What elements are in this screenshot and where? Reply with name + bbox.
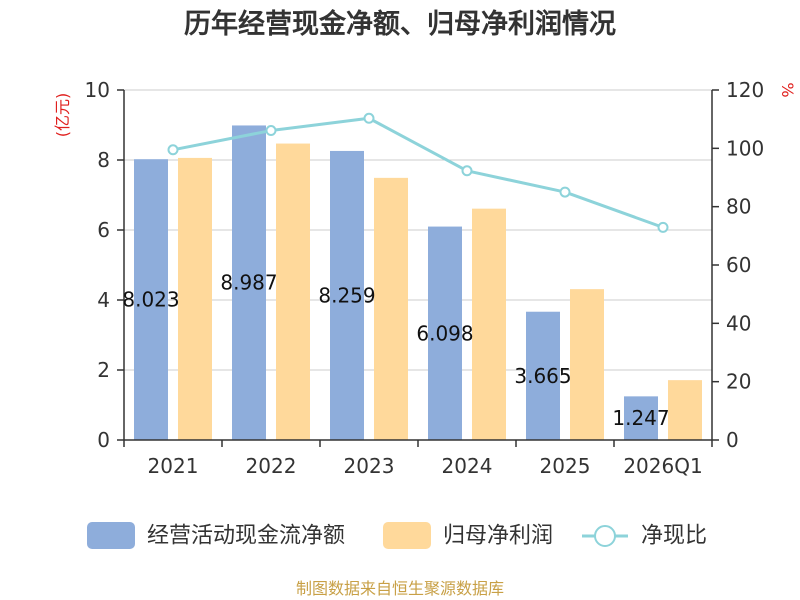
legend-swatch-cash-flow <box>87 522 135 549</box>
right-tick-label: 100 <box>726 136 764 160</box>
gridlines <box>124 89 712 371</box>
right-tick-label: 40 <box>726 311 751 335</box>
data-label-cash-flow: 8.987 <box>220 271 277 295</box>
left-tick-label: 10 <box>85 78 110 102</box>
bar-cash-flow-2024 <box>428 226 462 440</box>
legend-swatch-marker <box>594 525 616 547</box>
category-label: 2024 <box>442 454 493 478</box>
axes <box>117 89 719 447</box>
line-point-cash-ratio-2021 <box>167 144 179 156</box>
right-tick-label: 120 <box>726 78 764 102</box>
bar-net-profit-2026Q1 <box>668 380 702 440</box>
line-cash-ratio <box>172 116 664 229</box>
line-series <box>167 112 669 233</box>
bar-net-profit-2022 <box>276 143 310 441</box>
data-label-cash-flow: 8.023 <box>122 288 179 312</box>
right-tick-label: 80 <box>726 195 751 219</box>
category-label: 2023 <box>344 454 395 478</box>
left-axis-label: (亿元) <box>53 93 72 138</box>
bar-cash-flow-2026Q1 <box>624 396 658 440</box>
legend-label-net-profit: 归母净利润 <box>443 524 553 549</box>
legend-item-cash-ratio[interactable]: 净现比 <box>582 524 707 549</box>
bar-series <box>134 125 702 441</box>
legend: 经营活动现金流净额 归母净利润 净现比 <box>87 522 707 549</box>
bar-cash-flow-2022 <box>232 125 266 440</box>
legend-item-net-profit[interactable]: 归母净利润 <box>383 522 553 549</box>
chart-title: 历年经营现金净额、归母净利润情况 <box>184 8 616 40</box>
line-point-cash-ratio-2023 <box>363 112 375 124</box>
bar-net-profit-2023 <box>374 177 408 440</box>
data-label-cash-flow: 3.665 <box>514 364 571 388</box>
bar-net-profit-2024 <box>472 208 506 440</box>
bar-cash-flow-2023 <box>330 150 364 440</box>
data-label-cash-flow: 6.098 <box>416 321 473 345</box>
legend-swatch-net-profit <box>383 522 431 549</box>
category-label: 2022 <box>246 454 297 478</box>
data-label-cash-flow: 1.247 <box>612 406 669 430</box>
legend-label-cash-flow: 经营活动现金流净额 <box>147 524 345 549</box>
source-footer: 制图数据来自恒生聚源数据库 <box>296 579 504 598</box>
left-tick-label: 4 <box>97 288 110 312</box>
left-tick-label: 2 <box>97 358 110 382</box>
line-point-cash-ratio-2024 <box>461 165 473 177</box>
category-label: 2025 <box>540 454 591 478</box>
bar-cash-flow-2025 <box>526 311 560 440</box>
right-tick-label: 60 <box>726 253 751 277</box>
line-point-cash-ratio-2026Q1 <box>657 221 669 233</box>
category-label: 2021 <box>148 454 199 478</box>
legend-item-cash-flow[interactable]: 经营活动现金流净额 <box>87 522 345 549</box>
bar-cash-flow-2021 <box>134 159 168 440</box>
legend-label-cash-ratio: 净现比 <box>641 524 707 549</box>
right-tick-label: 0 <box>726 428 739 452</box>
category-label: 2026Q1 <box>623 454 702 478</box>
line-point-cash-ratio-2022 <box>265 125 277 137</box>
bar-net-profit-2021 <box>178 157 212 440</box>
left-tick-label: 6 <box>97 218 110 242</box>
right-axis-label: % <box>778 82 797 97</box>
bar-net-profit-2025 <box>570 289 604 440</box>
line-point-cash-ratio-2025 <box>559 186 571 198</box>
left-tick-label: 0 <box>97 428 110 452</box>
data-label-cash-flow: 8.259 <box>318 283 375 307</box>
right-tick-label: 20 <box>726 370 751 394</box>
left-tick-label: 8 <box>97 148 110 172</box>
